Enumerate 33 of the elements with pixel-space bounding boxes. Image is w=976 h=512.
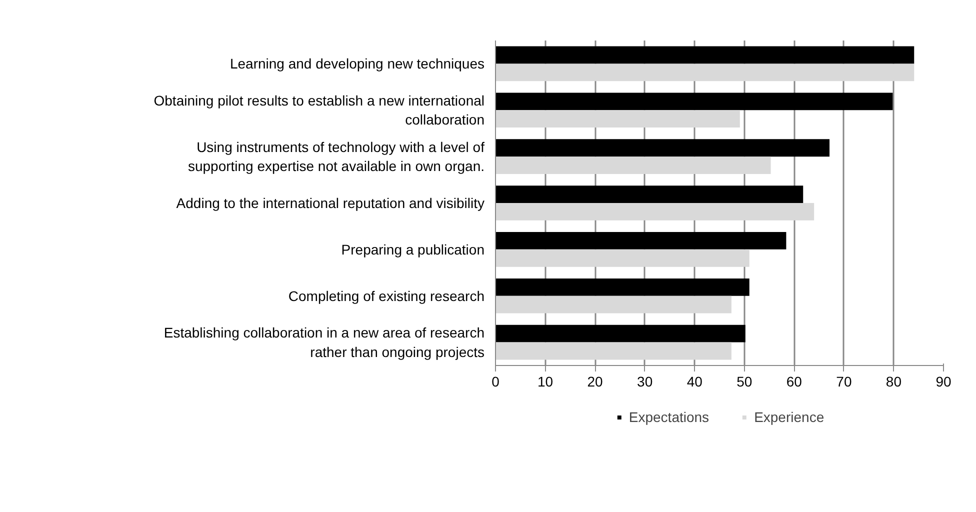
bar	[496, 156, 771, 174]
bar	[496, 203, 814, 220]
bar	[496, 110, 740, 128]
bar	[496, 64, 914, 82]
bar	[496, 342, 732, 360]
x-tick-label: 80	[886, 374, 902, 390]
x-tick-label: 40	[686, 374, 703, 390]
bar	[496, 232, 786, 250]
bar	[496, 249, 750, 267]
y-tick-label: Adding to the international reputation and visibility	[176, 195, 485, 211]
x-tick-label: 70	[836, 374, 852, 390]
x-tick-label: 0	[492, 374, 500, 390]
y-tick-label: Using instruments of technology with a level of supporting expertise not available in own organ.	[188, 138, 485, 174]
bar	[496, 296, 732, 314]
y-tick-label: Learning and developing new techniques	[230, 56, 484, 72]
bar	[496, 186, 804, 203]
bar	[496, 278, 750, 296]
bar	[496, 92, 893, 110]
x-tick-label: 90	[936, 374, 952, 390]
x-tick-label: 60	[786, 374, 802, 390]
y-tick-label: Preparing a publication	[341, 241, 485, 258]
x-tick-label: 50	[736, 374, 752, 390]
bar	[496, 46, 914, 64]
x-tick-label: 10	[537, 374, 554, 390]
legend-label: Experience	[754, 408, 824, 424]
y-tick-label: Obtaining pilot results to establish a new international collaboration	[154, 92, 485, 128]
bar	[496, 139, 830, 157]
legend-label: Expectations	[628, 408, 710, 424]
x-tick-label: 30	[637, 374, 653, 390]
bar	[496, 324, 746, 342]
x-tick-label: 20	[587, 374, 604, 390]
y-tick-label: Completing of existing research	[288, 288, 485, 304]
y-tick-label: Establishing collaboration in a new area of research rather than ongoing projects	[164, 324, 485, 360]
